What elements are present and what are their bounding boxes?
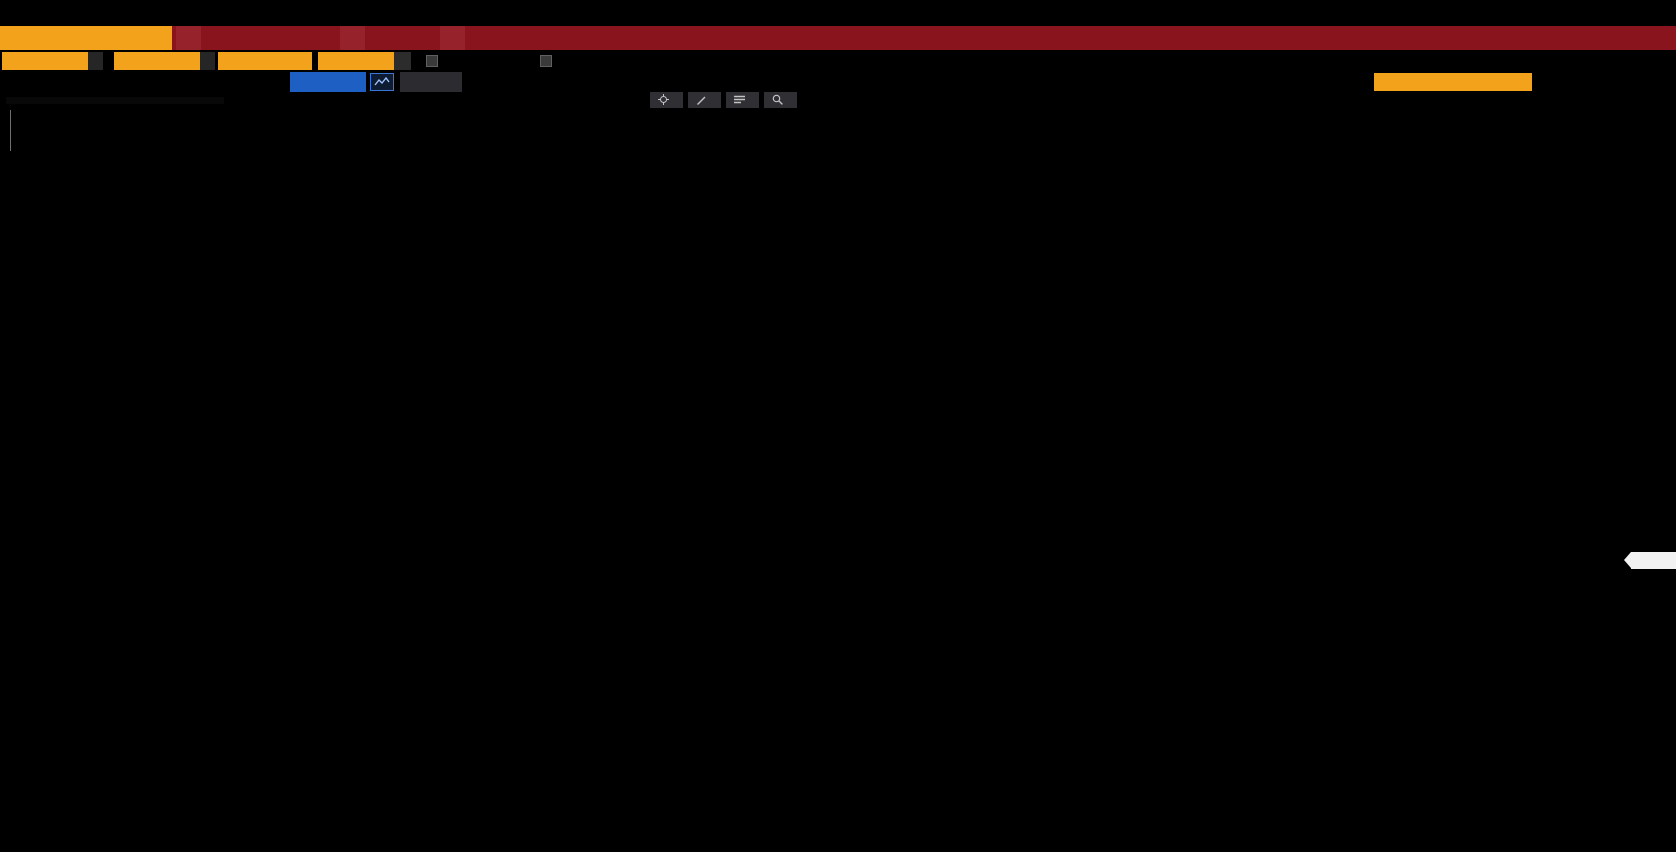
price-area-chart[interactable] (0, 0, 1676, 852)
zoom-magnifier-icon (772, 94, 783, 105)
currency-dropdown-arrow[interactable] (394, 52, 411, 70)
news-button[interactable] (726, 91, 759, 108)
chart-toolbar (0, 72, 1676, 92)
calendar-icon[interactable] (200, 52, 215, 70)
ticker-field[interactable] (0, 26, 172, 50)
command-bar (0, 26, 1676, 50)
zoom-button[interactable] (764, 91, 797, 108)
mov-avgs-checkbox[interactable] (426, 55, 438, 67)
calendar-icon[interactable] (88, 52, 103, 70)
price-field-selector[interactable] (218, 52, 312, 70)
track-crosshair-icon (658, 94, 669, 105)
news-lines-icon (734, 95, 745, 105)
add-data-input[interactable] (1374, 73, 1532, 91)
edit-button[interactable] (440, 26, 465, 50)
line-chart-icon (374, 77, 390, 87)
related-data-button[interactable] (1262, 72, 1267, 92)
track-button[interactable] (650, 91, 683, 108)
annotate-button[interactable] (688, 91, 721, 108)
key-events-checkbox[interactable] (540, 55, 552, 67)
suggested-charts-button[interactable] (176, 26, 201, 50)
title-bar (0, 0, 1676, 26)
settings-bar (0, 50, 1676, 72)
frequency-dropdown[interactable] (290, 72, 366, 92)
chart-legend[interactable] (6, 97, 224, 104)
date-from-field[interactable] (2, 52, 88, 70)
date-to-field[interactable] (114, 52, 200, 70)
edit-chart-button[interactable] (1558, 72, 1563, 92)
table-button[interactable] (400, 72, 462, 92)
line-chart-icon-button[interactable] (370, 73, 394, 91)
chart-tools-bar (650, 91, 797, 108)
currency-selector[interactable] (318, 52, 394, 70)
actions-button[interactable] (340, 26, 365, 50)
last-price-flag (1631, 552, 1676, 569)
chart-region (0, 0, 1676, 852)
bloomberg-terminal-window (0, 0, 1676, 852)
legend-tree-line (10, 110, 11, 151)
annotate-pencil-icon (696, 94, 707, 105)
